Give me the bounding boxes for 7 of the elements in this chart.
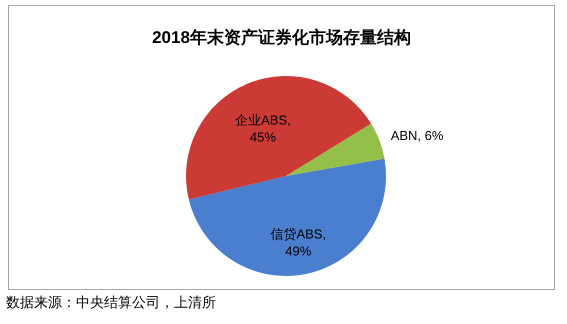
chart-title: 2018年末资产证券化市场存量结构 bbox=[152, 28, 411, 47]
slice-label: ABN, 6% bbox=[390, 128, 444, 144]
slice-label: 企业ABS, 45% bbox=[235, 112, 291, 145]
slice-label: 信贷ABS, 49% bbox=[270, 226, 326, 259]
pie-slice bbox=[188, 158, 386, 276]
pie-slice bbox=[186, 76, 372, 200]
source-note: 数据来源：中央结算公司，上清所 bbox=[6, 294, 216, 312]
